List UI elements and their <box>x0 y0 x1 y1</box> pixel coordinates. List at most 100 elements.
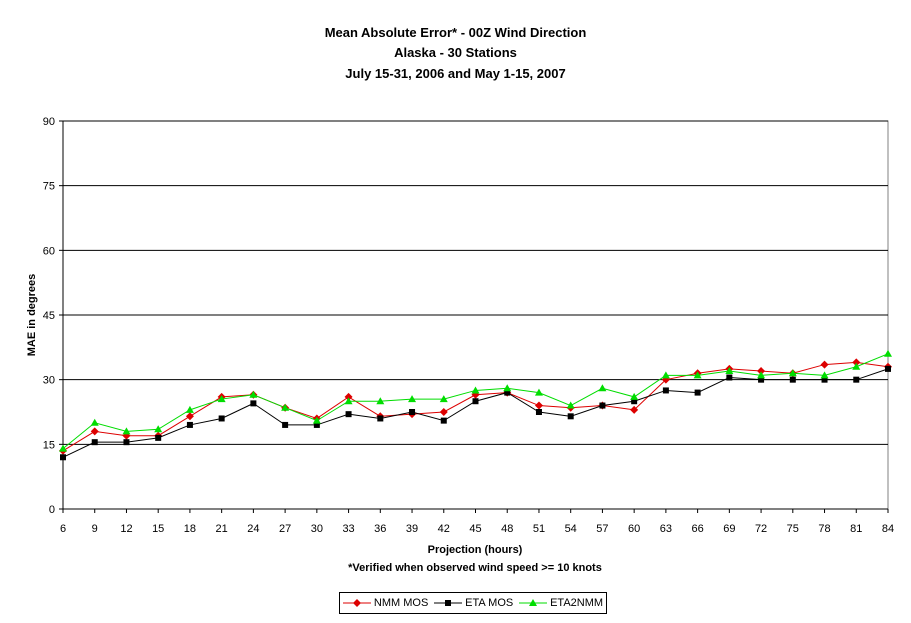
point-eta2nmm-48 <box>503 384 512 392</box>
point-nmm-mos-18 <box>185 412 194 421</box>
x-tick-label-24: 24 <box>247 523 259 535</box>
x-tick-label-9: 9 <box>92 523 98 535</box>
point-nmm-mos-42 <box>439 408 448 416</box>
chart-subtitle-line-1: Alaska - 30 Stations <box>394 45 517 60</box>
x-tick-label-42: 42 <box>438 523 450 535</box>
point-eta2nmm-54 <box>566 401 575 409</box>
x-tick-label-75: 75 <box>787 523 799 535</box>
legend: NMM MOS ETA MOS ETA2NMM <box>339 592 607 614</box>
point-eta2nmm-84 <box>884 349 892 357</box>
point-eta-mos-60 <box>631 398 638 405</box>
point-nmm-mos-33 <box>344 392 353 401</box>
x-tick-label-21: 21 <box>216 523 228 535</box>
point-eta2nmm-69 <box>725 367 734 375</box>
point-eta-mos-45 <box>472 398 479 405</box>
point-eta-mos-84 <box>885 365 891 372</box>
point-eta2nmm-78 <box>820 371 829 379</box>
point-eta2nmm-75 <box>788 369 797 377</box>
point-nmm-mos-9 <box>90 427 99 436</box>
chart-subtitle-line-2: July 15-31, 2006 and May 1-15, 2007 <box>345 66 566 81</box>
x-tick-label-12: 12 <box>120 523 132 535</box>
point-eta2nmm-57 <box>598 384 607 392</box>
y-tick-label-0: 0 <box>49 504 55 516</box>
point-eta-mos-51 <box>535 409 542 415</box>
point-eta-mos-30 <box>313 421 320 428</box>
y-tick-label-90: 90 <box>43 116 55 128</box>
point-eta-mos-27 <box>282 421 289 428</box>
legend-item-eta2nmm: ETA2NMM <box>519 597 603 609</box>
point-eta-mos-6 <box>60 454 66 461</box>
point-eta-mos-42 <box>440 417 447 424</box>
y-tick-label-15: 15 <box>43 439 55 451</box>
point-eta2nmm-51 <box>534 388 543 396</box>
point-eta2nmm-39 <box>408 395 417 403</box>
x-tick-label-69: 69 <box>723 523 735 535</box>
point-eta2nmm-66 <box>693 371 702 379</box>
y-axis-title: MAE in degrees <box>26 273 38 357</box>
point-eta2nmm-18 <box>185 405 194 413</box>
footnote: *Verified when observed wind speed >= 10… <box>348 562 602 574</box>
point-eta2nmm-33 <box>344 397 353 405</box>
point-eta-mos-66 <box>694 389 701 396</box>
point-eta2nmm-27 <box>281 403 290 411</box>
x-tick-label-30: 30 <box>311 523 323 535</box>
point-eta-mos-69 <box>726 374 733 381</box>
point-nmm-mos-51 <box>534 401 543 410</box>
y-tick-label-30: 30 <box>43 375 55 387</box>
point-eta-mos-33 <box>345 411 352 418</box>
point-eta-mos-39 <box>409 409 416 415</box>
point-eta2nmm-72 <box>757 371 766 379</box>
point-eta-mos-54 <box>567 413 574 420</box>
x-tick-label-72: 72 <box>755 523 767 535</box>
x-tick-label-54: 54 <box>565 523 577 535</box>
point-eta-mos-81 <box>853 376 860 383</box>
x-tick-label-63: 63 <box>660 523 672 535</box>
point-eta2nmm-63 <box>661 371 670 379</box>
point-eta-mos-48 <box>504 389 511 396</box>
x-tick-label-84: 84 <box>882 523 894 535</box>
point-eta2nmm-30 <box>312 416 321 424</box>
point-eta2nmm-60 <box>630 392 639 400</box>
point-eta-mos-72 <box>758 376 765 383</box>
point-eta2nmm-36 <box>376 397 385 405</box>
legend-label-nmm-mos: NMM MOS <box>373 597 429 609</box>
point-eta2nmm-81 <box>852 362 861 370</box>
point-eta-mos-78 <box>821 376 828 383</box>
point-nmm-mos-78 <box>820 360 829 369</box>
point-nmm-mos-81 <box>852 358 861 367</box>
x-tick-label-81: 81 <box>850 523 862 535</box>
x-tick-label-33: 33 <box>342 523 354 535</box>
x-tick-label-78: 78 <box>818 523 830 535</box>
point-eta-mos-57 <box>599 402 606 409</box>
point-eta2nmm-15 <box>154 425 163 433</box>
y-tick-label-60: 60 <box>43 245 55 257</box>
point-eta2nmm-42 <box>439 395 448 403</box>
x-tick-label-15: 15 <box>152 523 164 535</box>
legend-swatch-eta-mos <box>434 600 463 606</box>
legend-item-eta-mos: ETA MOS <box>434 597 513 609</box>
point-nmm-mos-60 <box>630 405 639 414</box>
point-eta-mos-63 <box>662 387 669 394</box>
point-eta-mos-21 <box>218 415 225 422</box>
x-tick-label-27: 27 <box>279 523 291 535</box>
point-eta-mos-12 <box>123 439 130 446</box>
point-eta2nmm-12 <box>122 427 131 435</box>
point-eta2nmm-21 <box>217 395 226 403</box>
legend-label-eta2nmm: ETA2NMM <box>550 597 604 609</box>
x-tick-label-57: 57 <box>596 523 608 535</box>
y-tick-label-45: 45 <box>43 310 55 322</box>
point-eta2nmm-45 <box>471 386 480 394</box>
point-eta-mos-24 <box>250 400 257 407</box>
x-tick-label-6: 6 <box>60 523 66 535</box>
y-tick-label-75: 75 <box>43 181 55 193</box>
legend-label-eta-mos: ETA MOS <box>465 597 514 609</box>
x-tick-label-45: 45 <box>469 523 481 535</box>
point-eta-mos-36 <box>377 415 384 422</box>
point-eta-mos-15 <box>155 434 162 441</box>
x-tick-label-66: 66 <box>691 523 703 535</box>
point-eta-mos-18 <box>186 421 193 428</box>
legend-swatch-nmm-mos <box>342 599 371 607</box>
legend-swatch-eta2nmm <box>519 599 548 606</box>
x-axis-title: Projection (hours) <box>427 544 523 556</box>
